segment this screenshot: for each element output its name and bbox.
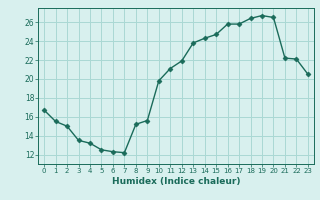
X-axis label: Humidex (Indice chaleur): Humidex (Indice chaleur) xyxy=(112,177,240,186)
